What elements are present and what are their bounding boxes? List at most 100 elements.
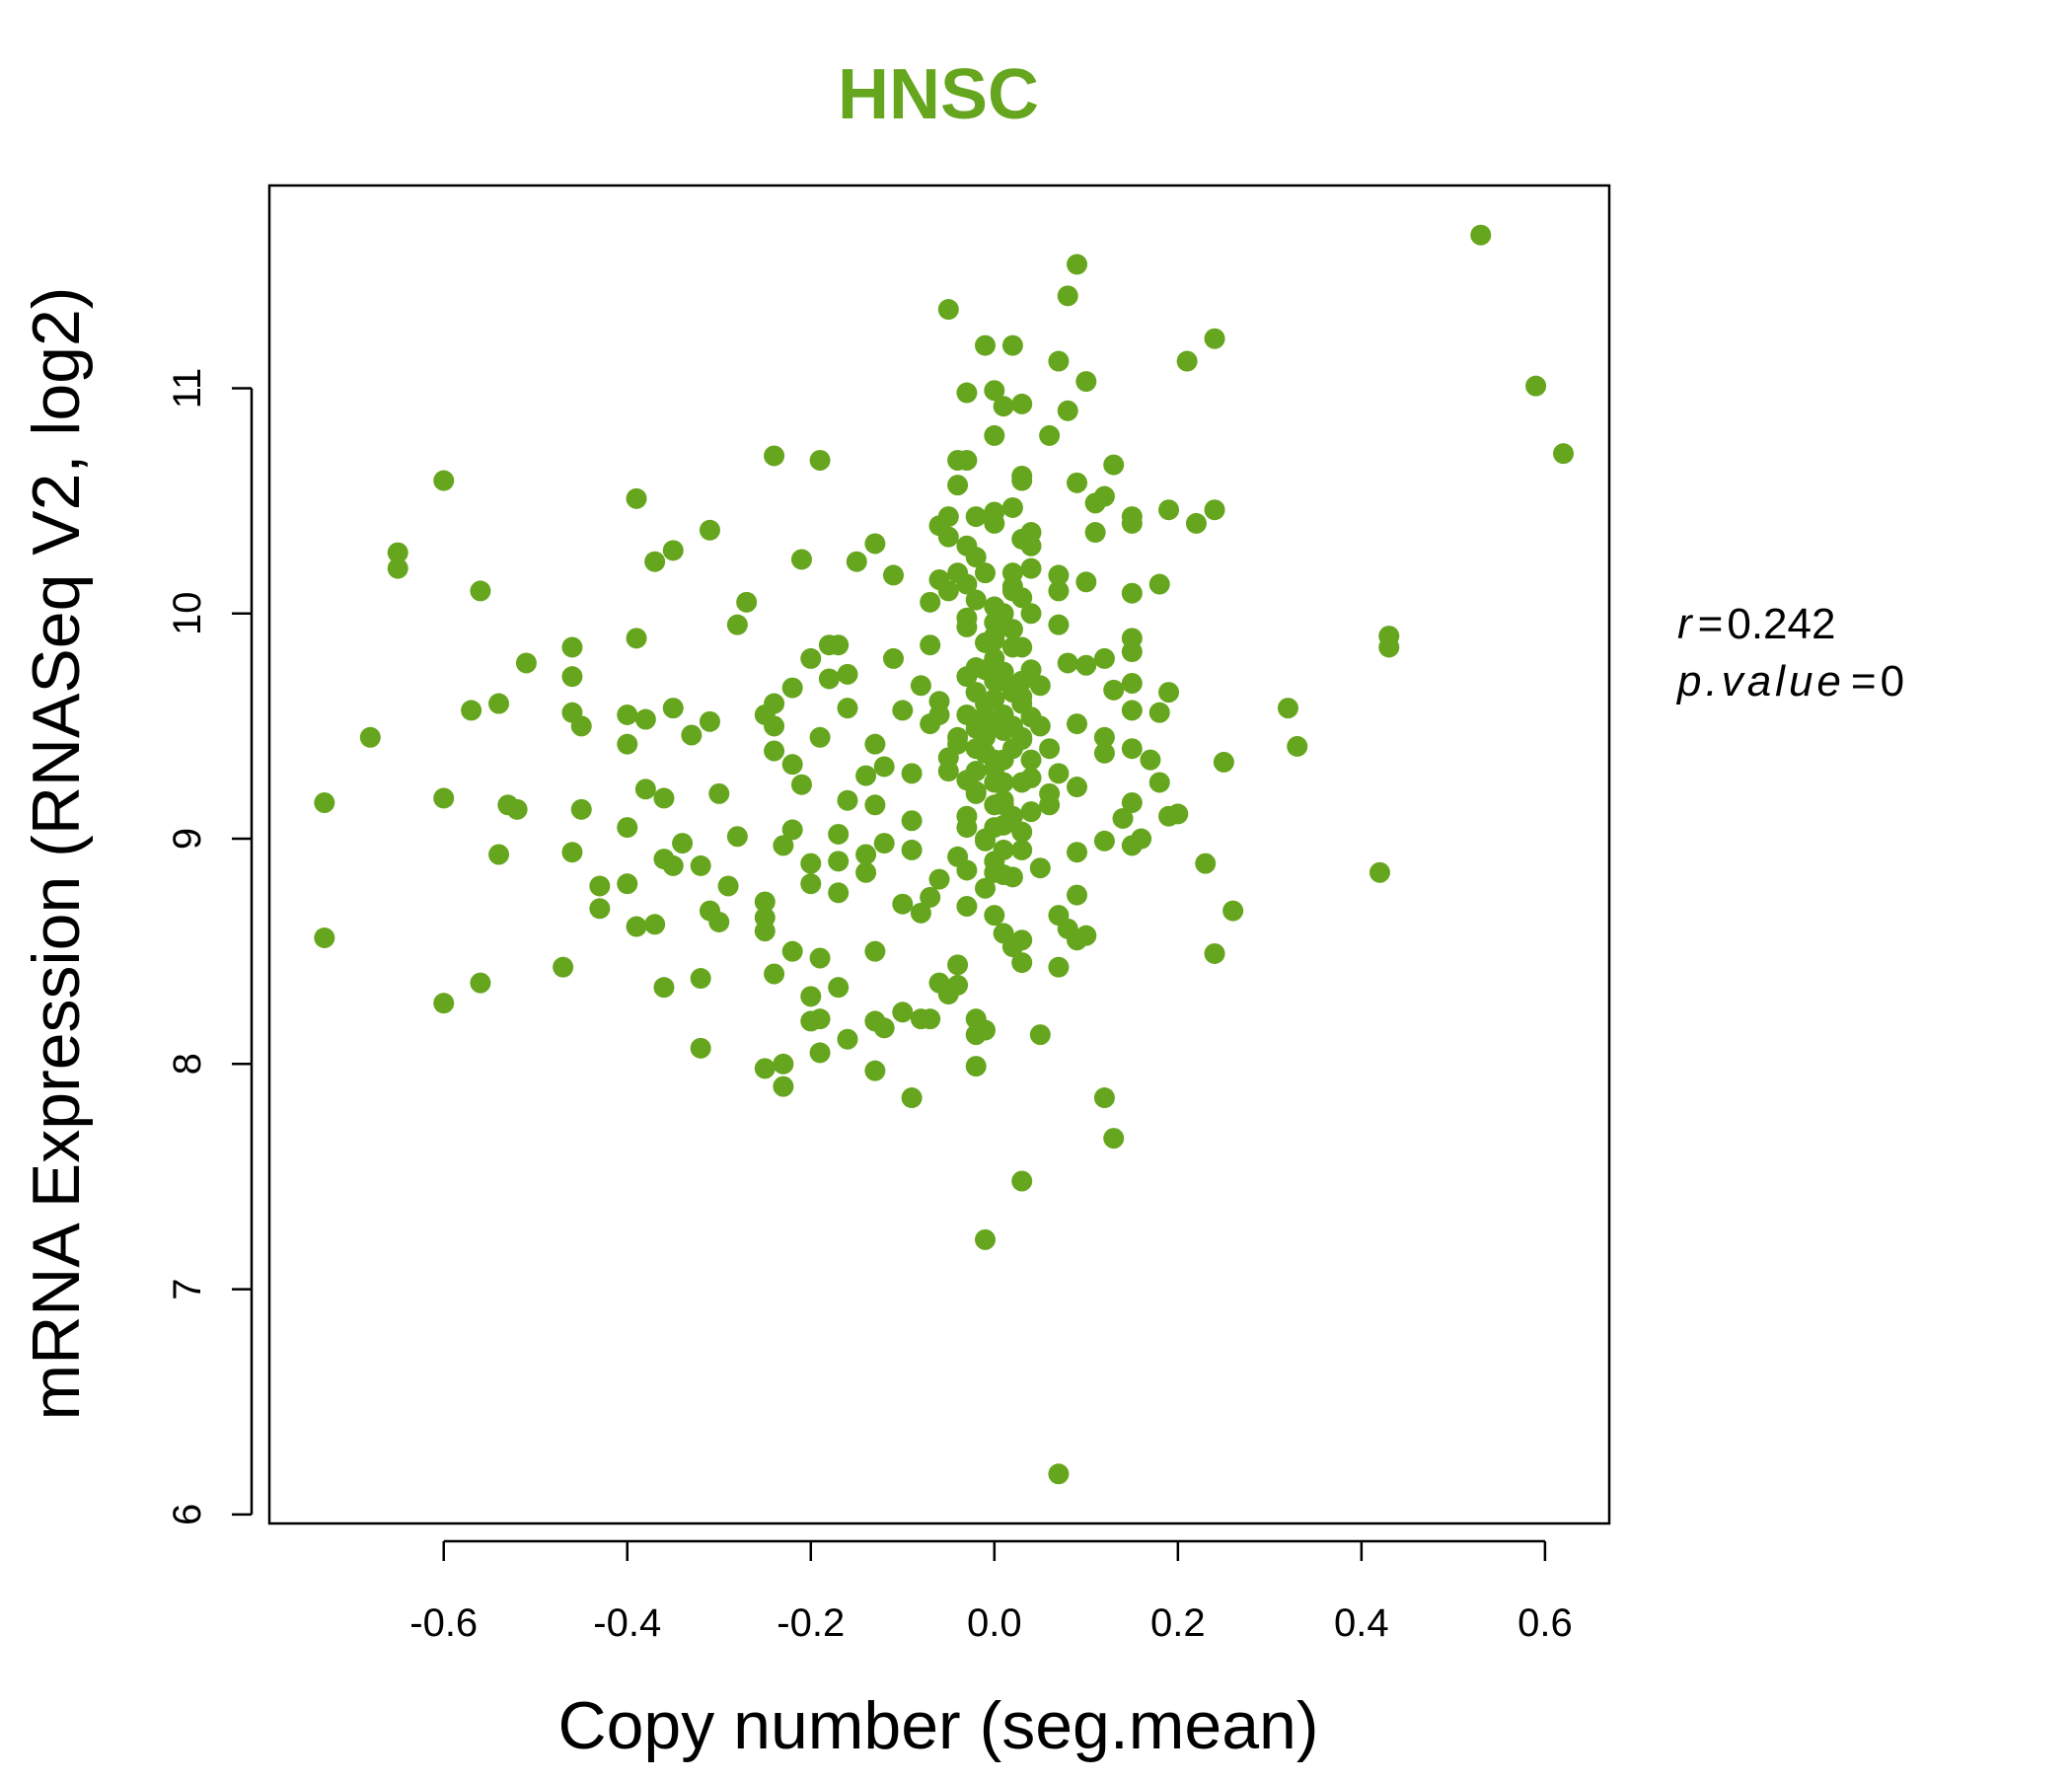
data-point: [662, 854, 684, 876]
data-point: [653, 977, 675, 999]
chart-title: HNSC: [838, 55, 1039, 134]
data-point: [920, 634, 941, 656]
data-point: [1121, 700, 1143, 721]
data-point: [818, 668, 840, 690]
data-point: [965, 589, 987, 611]
data-point: [589, 898, 611, 920]
data-point: [937, 580, 959, 602]
data-point: [984, 905, 1005, 927]
data-point: [387, 557, 408, 579]
data-point: [1075, 571, 1097, 593]
data-point: [1158, 682, 1180, 704]
x-tick-label: -0.4: [593, 1601, 661, 1645]
data-point: [773, 1076, 794, 1097]
y-tick-label: 9: [166, 828, 209, 850]
data-point: [506, 798, 528, 820]
data-point: [790, 774, 812, 795]
data-point: [956, 616, 978, 637]
data-point: [928, 868, 950, 890]
data-point: [781, 819, 803, 841]
y-tick-label: 7: [166, 1278, 209, 1299]
data-point: [1067, 713, 1088, 735]
data-point: [1121, 738, 1143, 760]
data-point: [1029, 857, 1051, 879]
data-point: [984, 861, 1005, 883]
data-point: [855, 861, 877, 883]
data-point: [1067, 884, 1088, 906]
data-point: [800, 873, 822, 895]
data-point: [910, 902, 931, 924]
data-point: [984, 380, 1005, 402]
data-point: [570, 715, 592, 737]
data-point: [1067, 254, 1088, 275]
data-point: [965, 1024, 987, 1046]
r-value: 0.242: [1727, 600, 1835, 648]
data-point: [717, 875, 739, 897]
data-point: [754, 1058, 776, 1079]
data-point: [846, 551, 867, 572]
data-point: [910, 675, 931, 697]
data-point: [1001, 496, 1023, 518]
data-point: [1029, 1024, 1051, 1046]
data-point: [488, 693, 510, 714]
data-point: [828, 823, 850, 845]
data-point: [561, 636, 583, 658]
data-point: [708, 782, 730, 804]
data-point: [864, 733, 886, 755]
data-point: [570, 798, 592, 820]
data-point: [1287, 735, 1308, 757]
data-point: [1158, 499, 1180, 521]
data-point: [975, 828, 997, 850]
data-point: [1001, 619, 1023, 640]
data-point: [634, 708, 656, 730]
data-point: [956, 817, 978, 839]
data-point: [1204, 942, 1225, 964]
data-point: [433, 993, 455, 1014]
data-point: [1048, 564, 1070, 586]
x-tick-label: 0.2: [1150, 1601, 1206, 1645]
data-point: [809, 726, 831, 748]
data-point: [828, 851, 850, 872]
data-point: [837, 698, 858, 719]
data-point: [1011, 839, 1033, 860]
data-point: [965, 782, 987, 804]
data-point: [1084, 522, 1106, 544]
data-point: [1093, 1087, 1115, 1109]
data-point: [1039, 738, 1061, 760]
data-point: [1176, 350, 1198, 372]
data-point: [515, 652, 537, 674]
data-point: [975, 562, 997, 584]
p-label: p.value: [1675, 657, 1845, 705]
data-point: [901, 810, 923, 832]
x-axis-title: Copy number (seg.mean): [557, 1688, 1318, 1763]
data-point: [1029, 715, 1051, 737]
data-point: [800, 986, 822, 1007]
data-point: [828, 977, 850, 999]
data-point: [965, 682, 987, 704]
data-point: [920, 591, 941, 613]
data-point: [864, 794, 886, 816]
data-point: [589, 875, 611, 897]
data-point: [1204, 328, 1225, 349]
data-point: [617, 817, 638, 839]
data-point: [965, 761, 987, 782]
data-point: [1001, 636, 1023, 658]
data-point: [1121, 512, 1143, 534]
data-point: [1103, 1128, 1125, 1150]
data-point: [1067, 929, 1088, 951]
data-point: [1121, 641, 1143, 663]
data-point: [1093, 726, 1115, 748]
data-point: [882, 647, 904, 669]
data-point: [617, 733, 638, 755]
data-point: [864, 533, 886, 555]
y-tick-label: 6: [166, 1504, 209, 1525]
data-point: [1093, 830, 1115, 852]
data-point: [1020, 535, 1042, 557]
data-point: [937, 299, 959, 321]
data-point: [781, 677, 803, 699]
data-point: [1020, 749, 1042, 771]
data-point: [947, 726, 969, 748]
data-point: [1057, 652, 1078, 674]
data-point: [956, 450, 978, 472]
